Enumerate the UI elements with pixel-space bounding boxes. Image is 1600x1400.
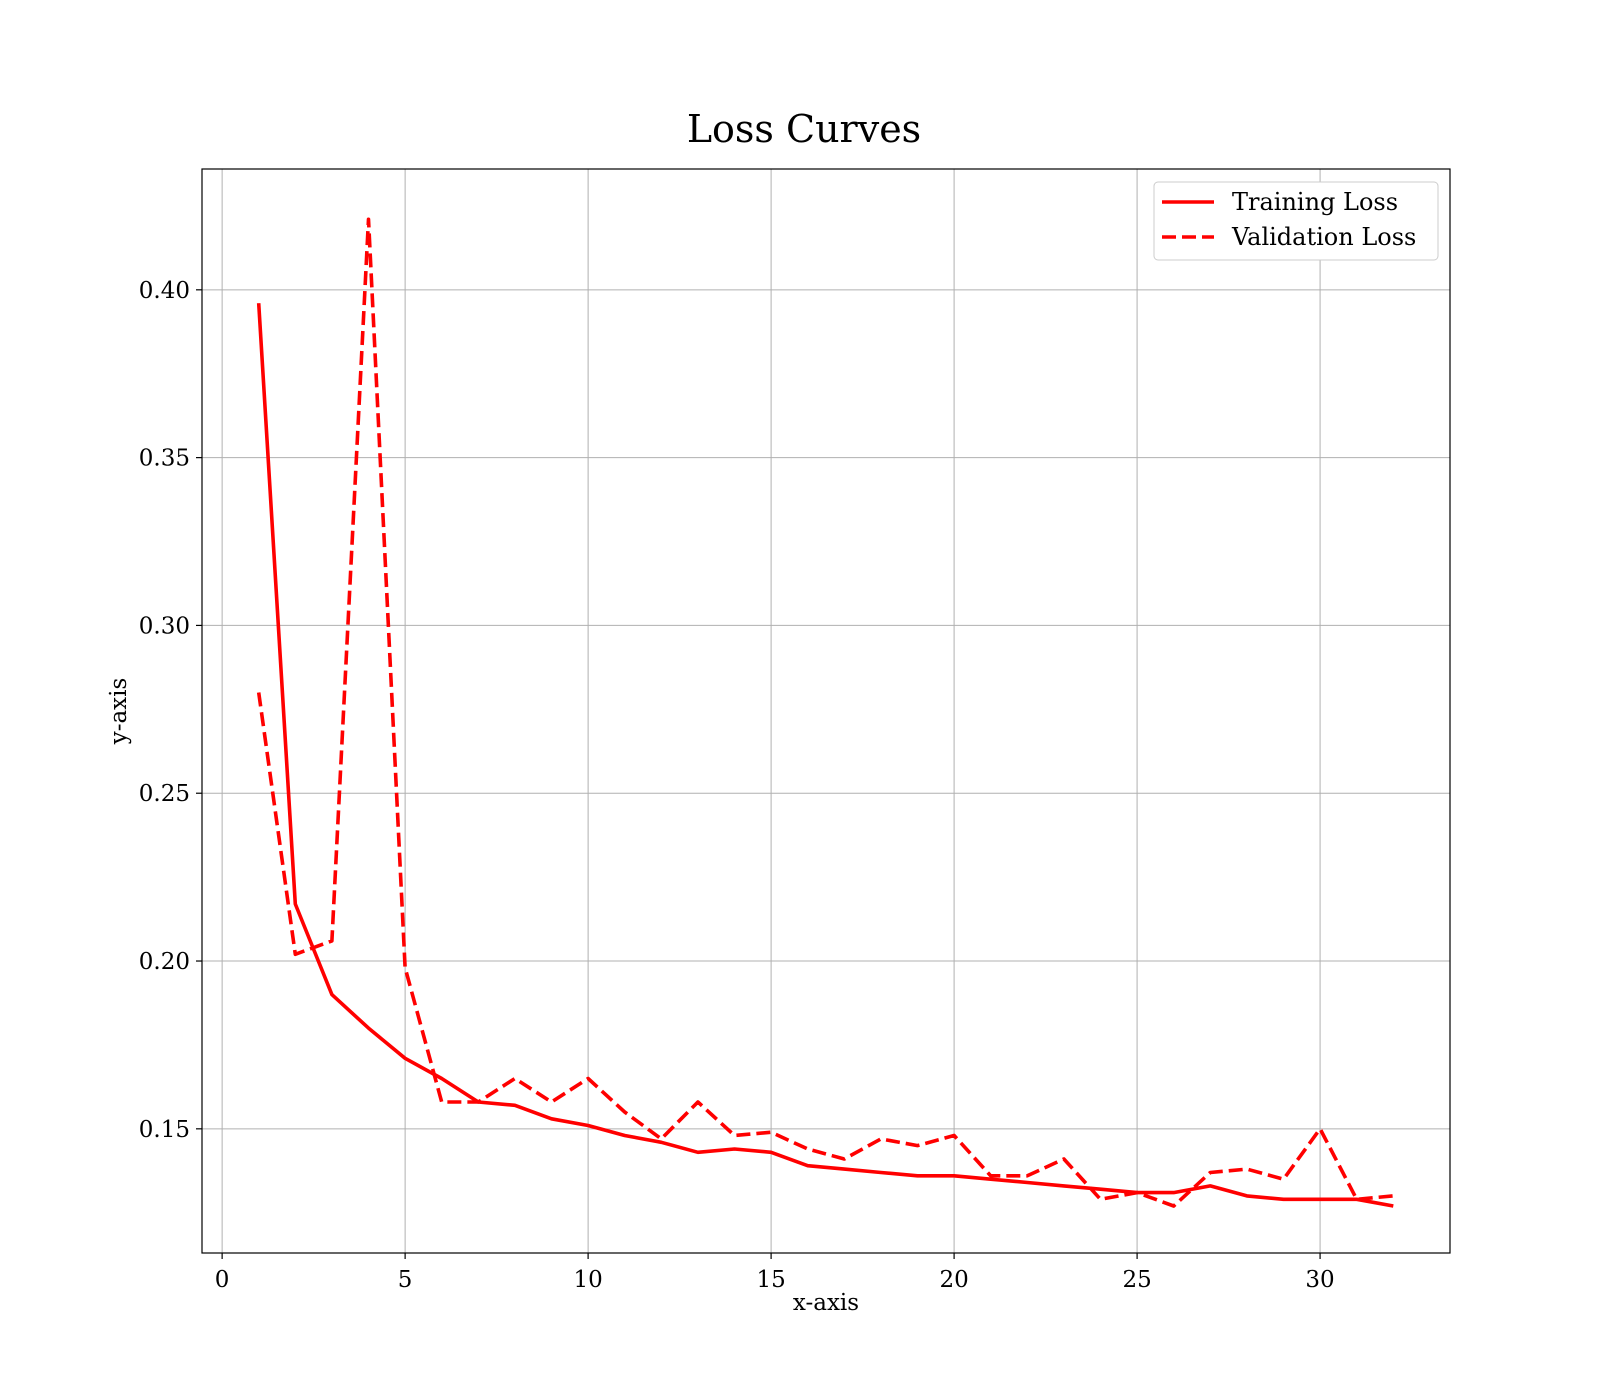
x-tick-label: 0 [215,1267,230,1293]
grid [202,169,1450,1253]
plot-frame [201,168,1451,1254]
series-lines [256,217,1394,1208]
x-tick-label: 25 [1122,1267,1151,1293]
y-tick-label: 0.30 [139,613,190,639]
training-loss-line [256,303,1394,1208]
legend: Training Loss Validation Loss [1153,181,1439,261]
axis-ticks: 0 5 10 15 20 25 30 0.15 0.20 0.25 0.30 0.35 0.40 [139,278,1335,1293]
chart-title: Loss Curves [687,107,921,151]
y-tick-label: 0.15 [139,1117,190,1143]
x-tick-label: 15 [756,1267,785,1293]
legend-label-training: Training Loss [1232,188,1398,216]
x-tick-label: 20 [939,1267,968,1293]
x-tick-label: 10 [573,1267,602,1293]
y-axis-label: y-axis [106,678,132,746]
y-tick-label: 0.40 [139,278,190,304]
validation-loss-line [256,217,1394,1208]
x-tick-label: 5 [398,1267,413,1293]
legend-label-validation: Validation Loss [1231,223,1416,251]
x-axis-label: x-axis [793,1290,859,1316]
legend-box [1153,181,1439,261]
y-tick-label: 0.20 [139,949,190,975]
y-tick-label: 0.35 [139,446,190,472]
y-tick-label: 0.25 [139,781,190,807]
x-tick-label: 30 [1305,1267,1334,1293]
